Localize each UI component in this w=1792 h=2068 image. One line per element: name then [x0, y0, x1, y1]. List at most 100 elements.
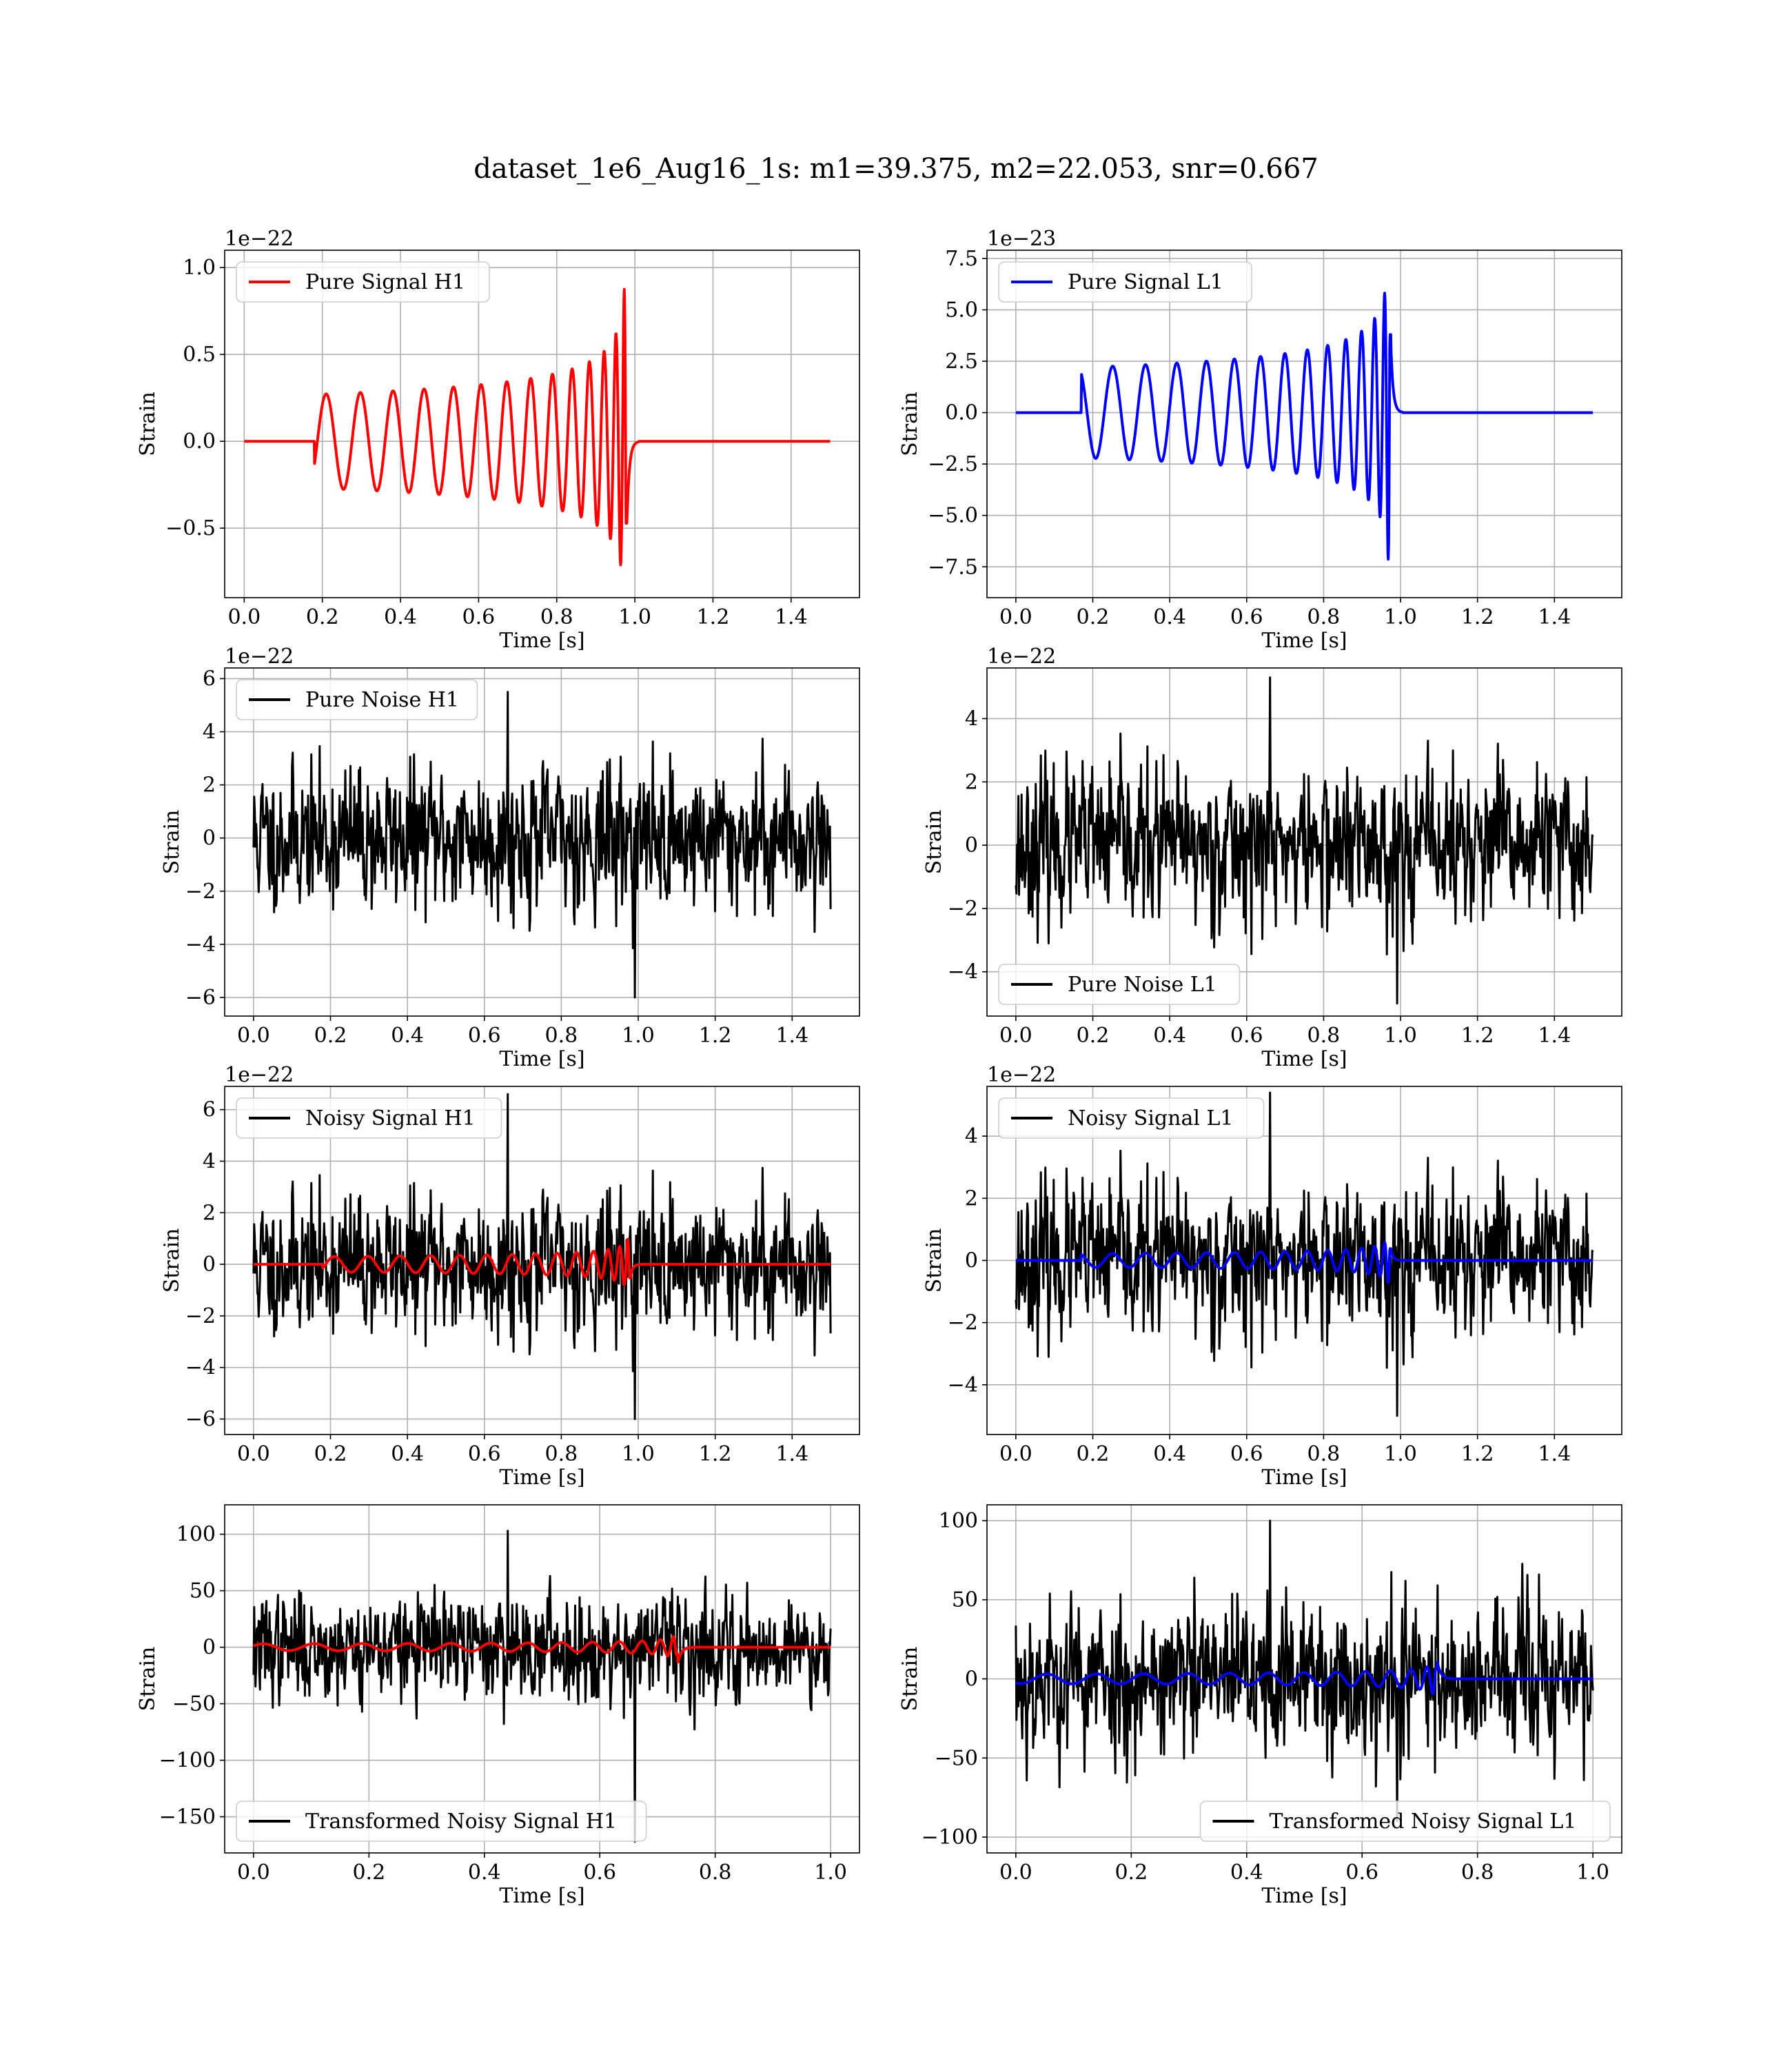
x-tick-label: 0.8: [545, 1024, 578, 1048]
y-axis-label: Strain: [136, 392, 160, 456]
y-tick-label: −4: [185, 933, 216, 957]
x-tick-label: 0.8: [1307, 1024, 1341, 1048]
x-tick-label: 1.2: [699, 1442, 732, 1466]
x-axis-label: Time [s]: [1261, 1047, 1347, 1071]
x-tick-label: 0.6: [1230, 1024, 1263, 1048]
y-tick-label: 2: [203, 1201, 216, 1225]
x-tick-label: 1.4: [1538, 1024, 1571, 1048]
y-tick-label: 4: [203, 1149, 216, 1173]
y-tick-label: 50: [952, 1588, 978, 1612]
x-tick-label: 1.0: [622, 1024, 655, 1048]
legend: Pure Noise H1: [236, 679, 478, 720]
x-tick-label: 1.2: [699, 1024, 732, 1048]
panel-transformed-l1: 0.0 0.2 0.4 0.6 0.8 1.0 −100 −50 0 50 100 Time [s] S…: [898, 1504, 1622, 1908]
offset-text: 1e−22: [225, 227, 294, 251]
panel-transformed-h1: 0.0 0.2 0.4 0.6 0.8 1.0 −150 −100 −50 0 50 100 Time …: [136, 1504, 860, 1908]
panel-noisy-signal-h1: 0.0 0.2 0.4 0.6 0.8 1.0 1.2 1.4 −6 −4 −2 0 2 4 6 Time […: [160, 1063, 860, 1490]
plot-area: [1015, 292, 1594, 561]
x-tick-label: 1.2: [1461, 1024, 1494, 1048]
x-tick-label: 0.6: [1230, 605, 1263, 629]
x-tick-label: 0.8: [699, 1861, 732, 1885]
legend-label: Noisy Signal L1: [1068, 1106, 1233, 1131]
x-tick-label: 0.0: [237, 1024, 270, 1048]
panel-pure-noise-h1: 0.0 0.2 0.4 0.6 0.8 1.0 1.2 1.4 −6 −4 −2 0 2 4 6 Time […: [160, 645, 860, 1071]
x-tick-label: 0.0: [999, 1442, 1032, 1466]
y-tick-label: 5.0: [945, 298, 978, 322]
series-line: [252, 1093, 832, 1421]
y-tick-label: −150: [159, 1805, 216, 1829]
x-tick-label: 0.0: [237, 1861, 270, 1885]
x-tick-label: 1.0: [814, 1861, 847, 1885]
offset-text: 1e−22: [987, 1063, 1056, 1087]
x-axis-label: Time [s]: [499, 629, 584, 653]
y-tick-label: 2: [965, 770, 978, 794]
offset-text: 1e−22: [225, 645, 294, 669]
series-line: [252, 1530, 832, 1843]
x-tick-label: 1.2: [1461, 605, 1494, 629]
x-tick-label: 0.4: [384, 605, 417, 629]
axes-frame: [224, 250, 860, 598]
x-tick-label: 0.4: [391, 1442, 424, 1466]
axes-frame: [224, 667, 860, 1017]
x-tick-label: 0.8: [1307, 1442, 1341, 1466]
y-tick-label: 100: [176, 1523, 216, 1547]
y-tick-label: 2.5: [945, 349, 978, 374]
x-tick-label: 1.0: [1384, 605, 1417, 629]
offset-text: 1e−22: [987, 645, 1056, 669]
x-tick-label: 1.4: [775, 1024, 808, 1048]
x-tick-label: 0.8: [1461, 1861, 1494, 1885]
offset-text: 1e−22: [225, 1063, 294, 1087]
x-tick-label: 1.0: [1384, 1442, 1417, 1466]
x-axis-label: Time [s]: [1261, 629, 1347, 653]
overlay-signal-line: [1015, 1661, 1594, 1695]
y-tick-label: −50: [172, 1692, 216, 1716]
panel-pure-signal-l1: 0.0 0.2 0.4 0.6 0.8 1.0 1.2 1.4 −7.5 −5.0 −2.5 0.0 2…: [898, 227, 1622, 653]
y-tick-label: −6: [185, 986, 216, 1010]
legend: Noisy Signal L1: [998, 1097, 1265, 1139]
y-tick-label: 4: [965, 707, 978, 731]
overlay-signal-line: [1015, 1241, 1594, 1284]
legend: Noisy Signal H1: [236, 1097, 502, 1139]
x-tick-label: 1.2: [1461, 1442, 1494, 1466]
plot-area: [1015, 676, 1594, 1005]
legend-box: [236, 261, 490, 303]
y-axis-label: Strain: [160, 810, 184, 875]
x-tick-label: 1.0: [1576, 1861, 1609, 1885]
plot-area: [243, 287, 831, 567]
x-tick-label: 1.4: [1538, 605, 1571, 629]
y-tick-label: −0.5: [165, 516, 216, 540]
y-tick-label: −2: [185, 1304, 216, 1328]
legend-box: [236, 1801, 647, 1842]
y-tick-label: 0.0: [945, 401, 978, 425]
legend-box: [998, 1097, 1265, 1139]
series-line: [1015, 1519, 1594, 1823]
y-tick-label: −4: [948, 1373, 978, 1397]
x-tick-label: 0.0: [227, 605, 261, 629]
y-tick-label: 2: [203, 773, 216, 798]
y-tick-label: 4: [965, 1124, 978, 1148]
y-tick-label: −2: [948, 897, 978, 921]
x-tick-label: 0.4: [391, 1024, 424, 1048]
x-tick-label: 1.4: [1538, 1442, 1571, 1466]
y-tick-label: −100: [922, 1825, 978, 1849]
x-tick-label: 0.4: [1230, 1861, 1263, 1885]
x-tick-label: 0.8: [1307, 605, 1341, 629]
legend-box: [998, 261, 1252, 303]
y-tick-label: −2: [948, 1311, 978, 1335]
y-tick-label: −6: [185, 1408, 216, 1432]
y-tick-label: −4: [948, 960, 978, 984]
x-tick-label: 0.4: [1153, 1024, 1186, 1048]
legend-box: [998, 964, 1241, 1005]
y-tick-label: −5.0: [928, 504, 978, 528]
y-tick-label: 0: [965, 1667, 978, 1692]
y-tick-label: 50: [190, 1579, 216, 1603]
x-tick-label: 0.2: [306, 605, 339, 629]
panel-pure-noise-l1: 0.0 0.2 0.4 0.6 0.8 1.0 1.2 1.4 −4 −2 0 2 4 Time [s] S…: [922, 645, 1622, 1071]
x-tick-label: 1.0: [622, 1442, 655, 1466]
x-tick-label: 0.0: [237, 1442, 270, 1466]
y-tick-label: −100: [159, 1749, 216, 1773]
y-tick-label: −2: [185, 880, 216, 904]
y-tick-label: 0: [965, 1249, 978, 1273]
y-tick-label: 0: [203, 1253, 216, 1277]
